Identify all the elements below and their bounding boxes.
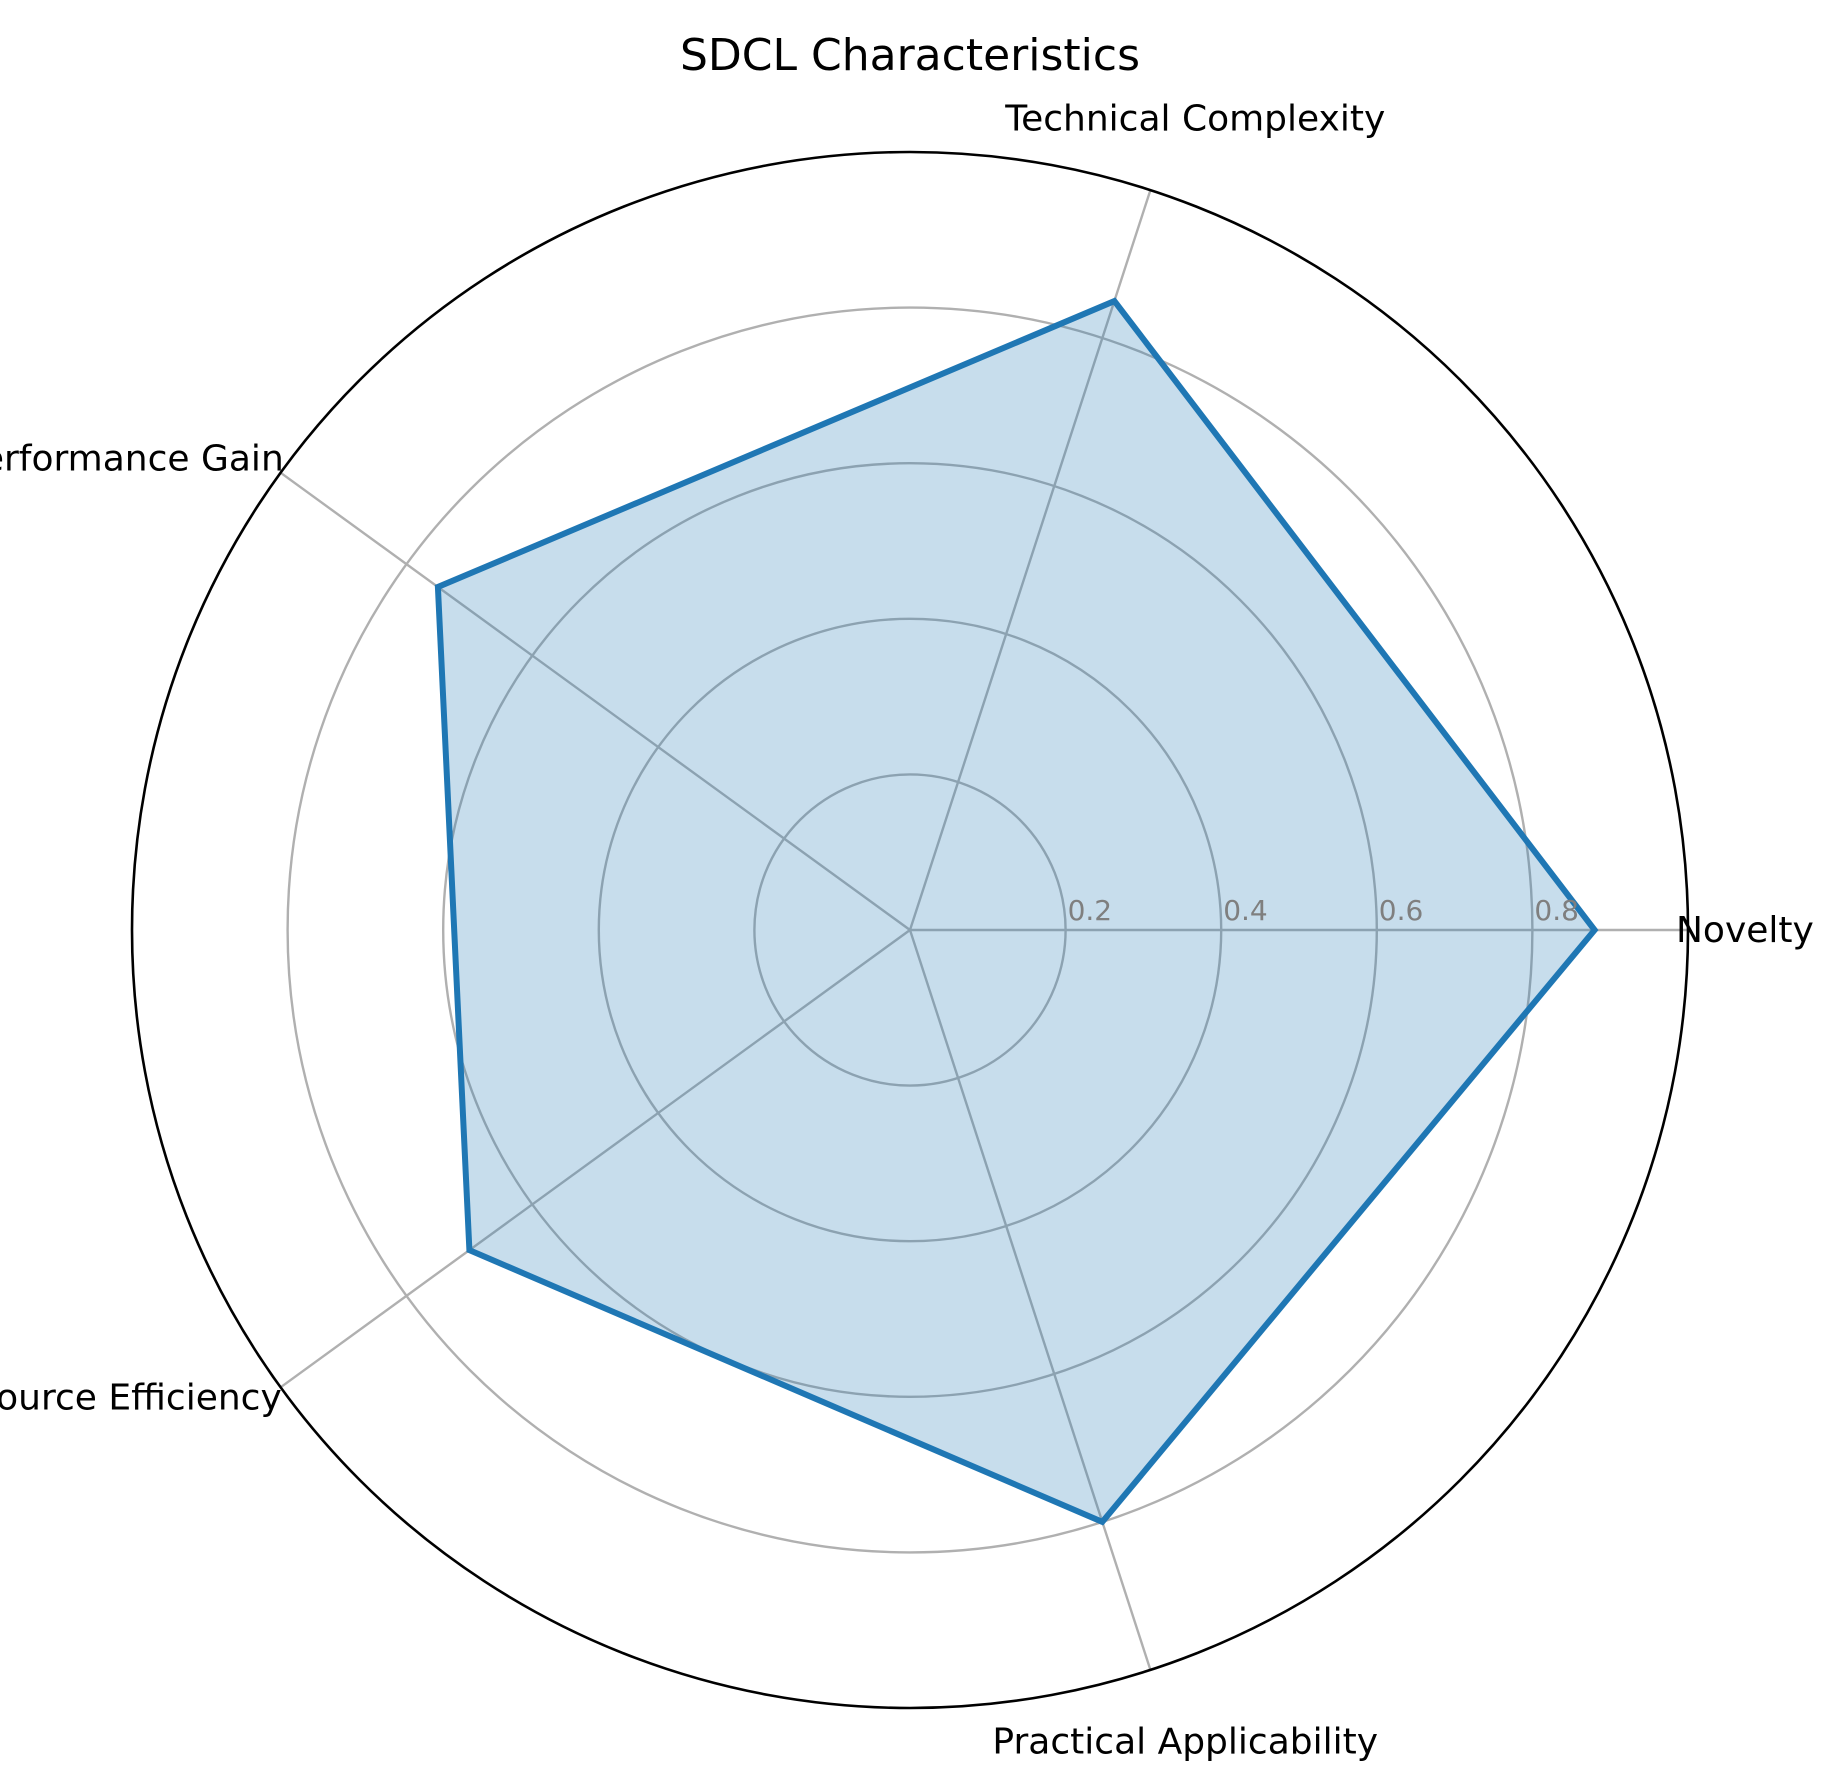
spoke-1 (908, 189, 1152, 931)
chart-title: SDCL Characteristics (680, 30, 1140, 81)
spoke-3 (279, 929, 911, 1389)
series-line (434, 297, 1599, 1526)
category-label: Resource Efficiency (0, 1378, 282, 1419)
r-tick-label: 0.2 (1068, 894, 1113, 927)
series-area (437, 301, 1595, 1522)
spoke-2 (279, 471, 911, 931)
r-tick-label: 0.4 (1223, 894, 1268, 927)
r-tick-label: 0.6 (1379, 894, 1424, 927)
category-label: Novelty (1676, 910, 1814, 951)
category-label: Performance Gain (0, 438, 284, 479)
spoke-4 (908, 929, 1152, 1671)
outer-ring (130, 150, 1690, 1710)
labels: 0.2 0.4 0.6 0.8 Novelty Technical Complexity P… (0, 98, 1814, 1762)
r-tick-label: 0.8 (1534, 894, 1579, 927)
category-label: Technical Complexity (1004, 98, 1385, 139)
series-layer (434, 297, 1599, 1526)
category-label: Practical Applicability (992, 1722, 1378, 1763)
grid (130, 150, 1690, 1710)
